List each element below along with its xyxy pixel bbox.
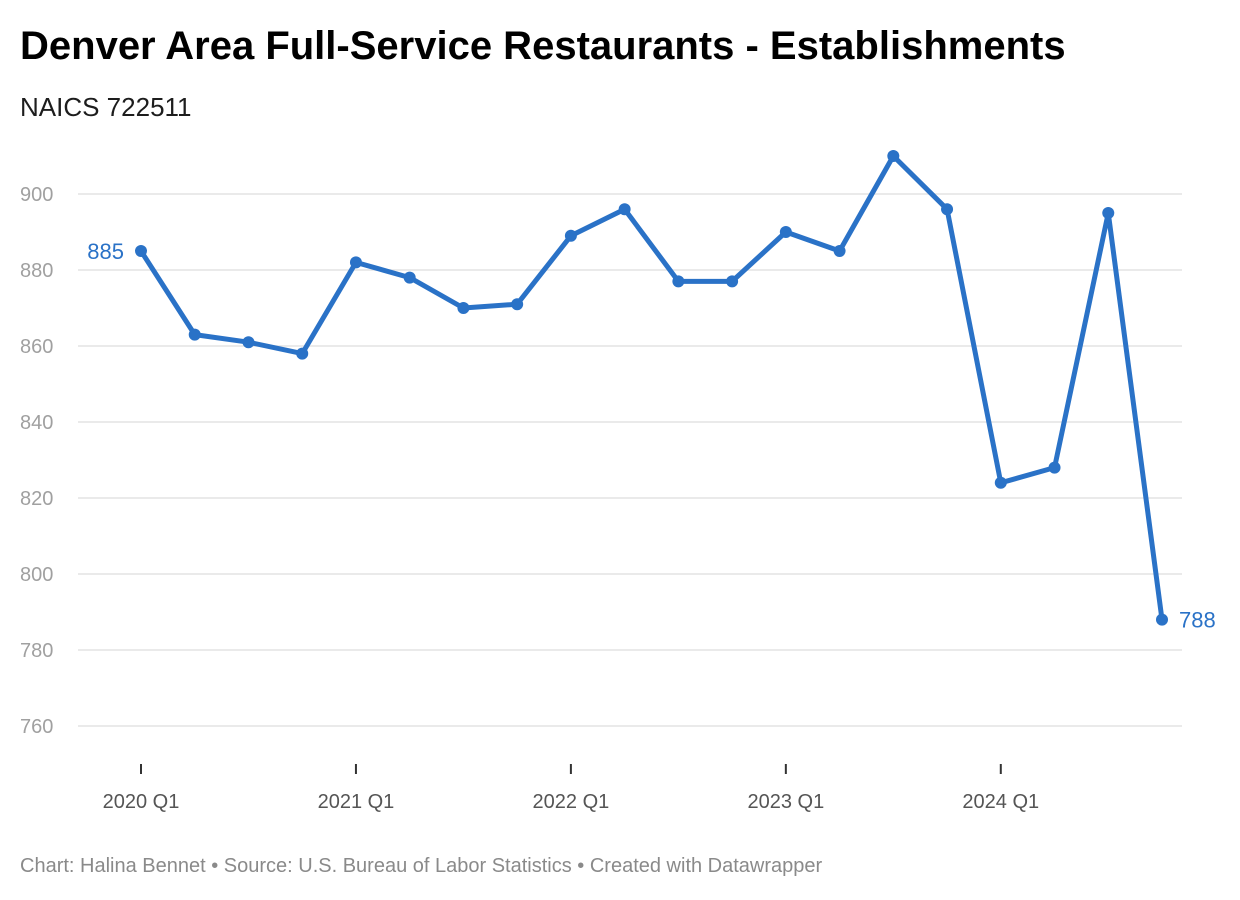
data-point [564,229,577,242]
x-tick-label: 2023 Q1 [747,791,824,813]
y-tick-label: 900 [20,184,53,206]
y-tick-label: 880 [20,260,53,282]
y-tick-label: 760 [20,716,53,738]
y-tick-label: 780 [20,640,53,662]
data-point [779,226,792,238]
data-point [296,347,309,360]
data-label: 885 [87,239,124,264]
data-point [1048,461,1061,474]
data-point [1156,613,1168,626]
data-point [349,256,362,269]
gridlines [78,193,1182,727]
series-line [135,150,1168,626]
x-tick-label: 2021 Q1 [318,791,395,813]
data-point [833,245,846,257]
data-point [188,328,201,341]
y-tick-label: 860 [20,336,53,358]
y-tick-label: 800 [20,564,53,586]
chart-footer: Chart: Halina Bennet • Source: U.S. Bure… [20,855,823,877]
series-path [138,153,1165,623]
chart-subtitle: NAICS 722511 [20,92,192,122]
data-point [994,476,1007,489]
x-axis: 2020 Q1 2021 Q1 2022 Q1 2023 Q1 2024 Q1 [103,764,1039,813]
data-point [618,203,631,216]
chart-title: Denver Area Full-Service Restaurants - E… [20,24,1066,68]
data-point [726,275,739,288]
y-tick-label: 820 [20,488,53,510]
data-point [242,336,255,349]
data-point [511,298,524,311]
data-point [887,150,900,162]
data-label: 788 [1179,608,1216,633]
data-point [1102,207,1115,219]
x-tick-label: 2022 Q1 [533,791,610,813]
data-point [135,245,147,257]
data-labels: 885 788 [87,239,1215,633]
y-axis-labels: 900 880 860 840 820 800 780 760 [20,184,53,738]
data-point [457,302,470,314]
data-point [941,203,954,216]
x-tick-label: 2024 Q1 [962,791,1039,813]
data-point [403,271,416,284]
y-tick-label: 840 [20,412,53,434]
x-tick-label: 2020 Q1 [103,791,180,813]
data-point [672,275,685,288]
